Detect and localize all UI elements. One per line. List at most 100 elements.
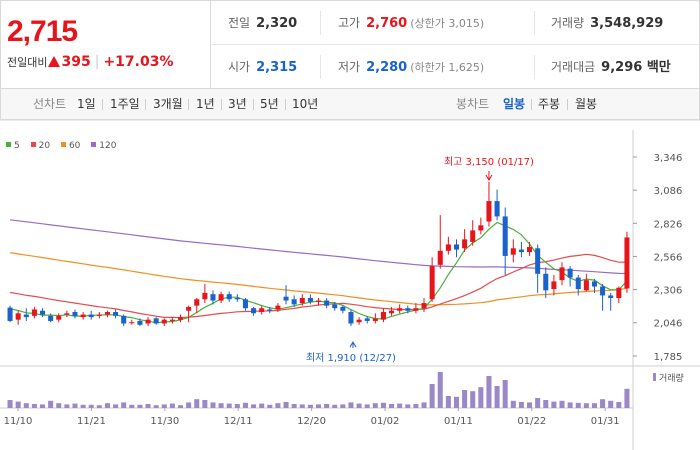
day-high: 고가 2,760 (상한가 3,015) <box>338 1 484 45</box>
volume-bar <box>186 402 192 408</box>
volume-bar <box>80 404 86 408</box>
volume-bar <box>510 400 516 408</box>
info-row-2: 시가 2,315 저가 2,280 (하한가 1,625) 거래대금 9,296 백만 <box>212 45 700 89</box>
range-1d-button[interactable]: 1일 <box>77 97 96 111</box>
toolbar-separator <box>253 99 254 110</box>
candle-body <box>104 312 110 315</box>
candle-body <box>527 247 533 253</box>
prev-close-value: 2,320 <box>256 16 298 31</box>
candle-body <box>251 308 257 314</box>
current-price: 2,715 <box>7 15 78 48</box>
volume-bar <box>445 396 451 408</box>
volume-bar <box>583 403 589 408</box>
volume-bar <box>48 400 54 408</box>
volume-bar <box>234 404 240 408</box>
volume-bar <box>40 404 46 408</box>
volume-bar <box>405 404 411 408</box>
trade-amount: 거래대금 9,296 백만 <box>551 45 671 89</box>
volume-bar <box>324 404 330 408</box>
legend-ma5-label: 5 <box>14 141 20 151</box>
toolbar-separator <box>531 99 532 110</box>
volume-bar <box>462 390 468 408</box>
candle-body <box>64 313 70 315</box>
candle-body <box>559 267 565 281</box>
legend-ma20: 20 <box>30 141 51 151</box>
candle-body <box>307 297 313 302</box>
volume-bar <box>518 402 524 408</box>
candle-body <box>583 280 589 291</box>
change-label: 전일대비 <box>7 56 48 69</box>
volume-bar <box>559 400 565 408</box>
volume-bar <box>177 405 184 408</box>
change-amount: 395 <box>61 54 91 70</box>
legend-ma60-label: 60 <box>68 141 81 151</box>
day-low-label: 저가 <box>338 60 361 74</box>
candle-body <box>502 216 508 256</box>
chart-legend: 5 20 60 120 <box>6 141 124 151</box>
candle-body <box>267 309 273 311</box>
volume-bar <box>202 400 208 408</box>
candle-body <box>15 313 21 320</box>
candle-body <box>283 296 289 301</box>
candle-body <box>397 308 403 311</box>
ma5-swatch <box>6 142 11 147</box>
legend-ma5: 5 <box>6 141 20 151</box>
volume-bar <box>145 404 151 408</box>
candle-body <box>591 281 597 287</box>
legend-ma120-label: 120 <box>99 141 117 151</box>
volume-bar <box>104 403 110 408</box>
candle-body <box>543 273 549 291</box>
volume-bar <box>96 405 102 408</box>
candle-body <box>616 287 622 298</box>
range-1y-button[interactable]: 1년 <box>196 97 215 111</box>
volume-bar <box>153 405 159 408</box>
open-price-label: 시가 <box>228 60 251 74</box>
volume-bar <box>137 404 143 408</box>
y-tick-label: 3,346 <box>654 153 683 164</box>
y-tick-label: 2,046 <box>654 319 683 330</box>
legend-ma60: 60 <box>60 141 81 151</box>
x-tick-label: 01/31 <box>591 416 620 427</box>
divider <box>320 11 321 35</box>
volume-bar <box>502 380 508 408</box>
volume-legend-label: 거래량 <box>659 372 684 384</box>
candle-body <box>242 299 248 309</box>
range-1w-button[interactable]: 1주일 <box>110 97 140 111</box>
candle-body <box>518 249 524 253</box>
candle-body <box>567 268 573 278</box>
volume-bar <box>575 402 581 408</box>
weekly-candle-button[interactable]: 주봉 <box>538 97 561 111</box>
up-triangle-icon <box>48 56 61 67</box>
candle-body <box>177 317 184 320</box>
monthly-candle-button[interactable]: 월봉 <box>575 97 598 111</box>
candle-body <box>421 303 427 309</box>
candle-body <box>121 315 127 324</box>
toolbar-separator <box>188 99 189 110</box>
volume-bar <box>437 372 443 408</box>
range-5y-button[interactable]: 5년 <box>260 97 279 111</box>
volume-bar <box>121 402 127 408</box>
ma20-swatch <box>30 142 36 147</box>
candle-body <box>226 294 232 300</box>
range-3m-button[interactable]: 3개월 <box>153 97 183 111</box>
price-box: 2,715 전일대비 395 | +17.03% <box>1 1 211 89</box>
toolbar-separator <box>102 99 103 110</box>
range-3y-button[interactable]: 3년 <box>228 97 247 111</box>
candle-body <box>194 299 200 306</box>
candle-body <box>23 314 29 318</box>
volume-bar <box>356 403 362 408</box>
range-10y-button[interactable]: 10년 <box>292 97 319 111</box>
volume-label: 거래량 <box>551 16 585 30</box>
volume-bar <box>129 404 135 408</box>
daily-candle-button[interactable]: 일봉 <box>503 97 526 111</box>
candle-body <box>445 244 451 251</box>
legend-ma20-label: 20 <box>38 141 51 151</box>
candle-body <box>510 248 516 255</box>
candle-body <box>437 250 443 265</box>
legend-ma120: 120 <box>91 141 116 151</box>
candle-body <box>48 315 54 321</box>
candle-body <box>80 314 86 318</box>
toolbar-separator <box>145 99 146 110</box>
volume-bar <box>23 403 29 408</box>
